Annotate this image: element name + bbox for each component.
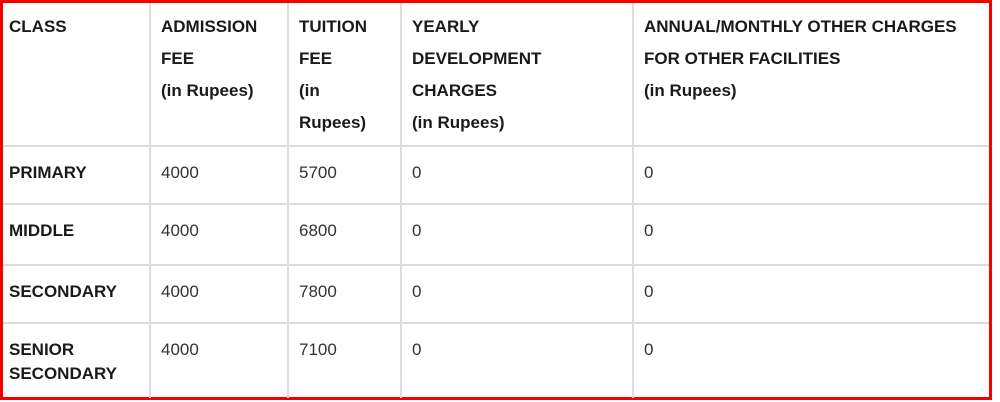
fee-structure-table: CLASS ADMISSION FEE (in Rupees) TUITION … (3, 3, 989, 398)
admission-fee-cell: 4000 (149, 203, 289, 266)
other-charges-cell: 0 (632, 322, 989, 398)
column-header-other-charges: ANNUAL/MONTHLY OTHER CHARGES FOR OTHER F… (632, 3, 989, 147)
other-charges-cell: 0 (632, 145, 989, 205)
admission-fee-cell: 4000 (149, 322, 289, 398)
table-header-row: CLASS ADMISSION FEE (in Rupees) TUITION … (3, 3, 989, 147)
class-name-cell: SENIOR SECONDARY (3, 322, 151, 398)
yearly-development-charges-cell: 0 (400, 322, 634, 398)
tuition-fee-cell: 5700 (287, 145, 402, 205)
admission-fee-cell: 4000 (149, 145, 289, 205)
column-header-yearly-development-charges: YEARLY DEVELOPMENT CHARGES (in Rupees) (400, 3, 634, 147)
tuition-fee-cell: 7100 (287, 322, 402, 398)
table-row-primary: PRIMARY 4000 5700 0 0 (3, 145, 989, 205)
yearly-development-charges-cell: 0 (400, 264, 634, 324)
table-row-senior-secondary: SENIOR SECONDARY 4000 7100 0 0 (3, 322, 989, 398)
class-name-cell: SECONDARY (3, 264, 151, 324)
column-header-tuition-fee: TUITION FEE (in Rupees) (287, 3, 402, 147)
yearly-development-charges-cell: 0 (400, 203, 634, 266)
column-header-admission-fee: ADMISSION FEE (in Rupees) (149, 3, 289, 147)
class-name-cell: MIDDLE (3, 203, 151, 266)
tuition-fee-cell: 6800 (287, 203, 402, 266)
table-row-middle: MIDDLE 4000 6800 0 0 (3, 203, 989, 266)
column-header-class: CLASS (3, 3, 151, 147)
class-name-cell: PRIMARY (3, 145, 151, 205)
admission-fee-cell: 4000 (149, 264, 289, 324)
other-charges-cell: 0 (632, 264, 989, 324)
tuition-fee-cell: 7800 (287, 264, 402, 324)
other-charges-cell: 0 (632, 203, 989, 266)
table-row-secondary: SECONDARY 4000 7800 0 0 (3, 264, 989, 324)
yearly-development-charges-cell: 0 (400, 145, 634, 205)
